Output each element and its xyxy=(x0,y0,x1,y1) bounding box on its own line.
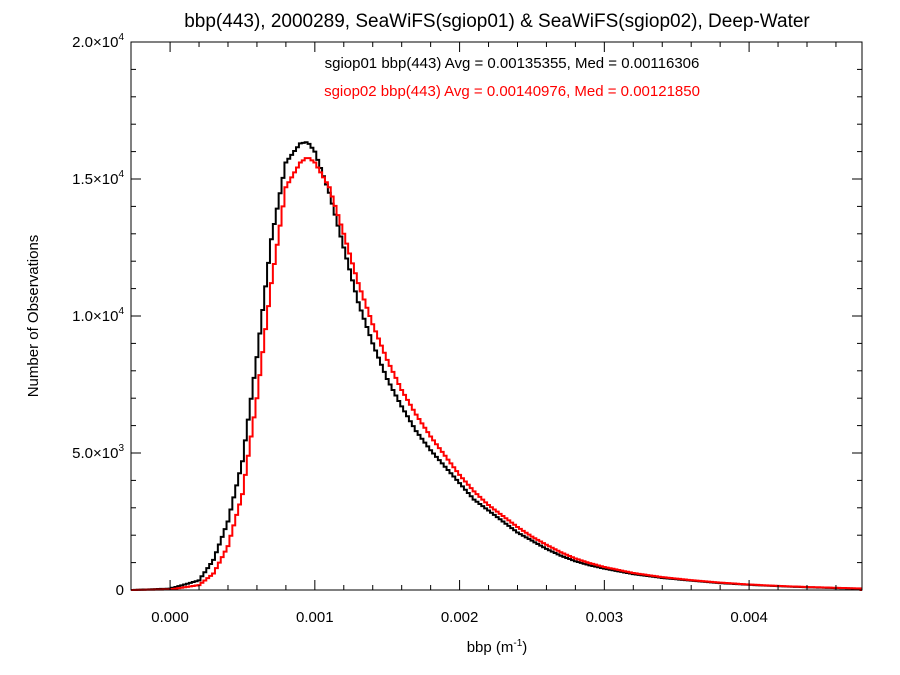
series-line-2 xyxy=(131,157,862,591)
x-tick-label: 0.000 xyxy=(151,609,189,626)
y-tick-label-base: 5.0×10 xyxy=(72,445,118,462)
y-tick-label-base: 2.0×10 xyxy=(72,34,118,51)
y-tick-label-exp: 3 xyxy=(118,443,124,454)
y-tick-label: 0 xyxy=(116,582,124,599)
y-tick-label: 1.5×104 xyxy=(72,169,124,188)
y-tick-label-base: 1.5×10 xyxy=(72,171,118,188)
plot-frame xyxy=(130,41,863,591)
y-tick-label-exp: 4 xyxy=(118,32,124,43)
x-axis-label-tail: ) xyxy=(522,639,527,656)
x-tick-label: 0.002 xyxy=(441,609,479,626)
series-layer xyxy=(131,141,862,591)
y-tick-label-exp: 4 xyxy=(118,306,124,317)
x-tick-labels: 0.000 0.001 0.002 0.003 0.004 xyxy=(151,609,768,626)
y-tick-label: 1.0×104 xyxy=(72,306,124,325)
chart-title: bbp(443), 2000289, SeaWiFS(sgiop01) & Se… xyxy=(184,11,810,32)
x-tick-label: 0.004 xyxy=(730,609,768,626)
y-tick-label-base: 0 xyxy=(116,582,124,599)
series-line-1 xyxy=(131,141,862,591)
x-axis-label: bbp (m-1) xyxy=(467,638,528,656)
ticks-layer xyxy=(131,41,862,591)
legend-entry-sgiop02: sgiop02 bbp(443) Avg = 0.00140976, Med =… xyxy=(324,83,700,100)
x-axis-label-base: bbp (m xyxy=(467,639,514,656)
y-tick-label-exp: 4 xyxy=(118,169,124,180)
legend-entry-sgiop01: sgiop01 bbp(443) Avg = 0.00135355, Med =… xyxy=(325,55,700,72)
y-tick-label: 2.0×104 xyxy=(72,32,124,51)
y-axis-label: Number of Observations xyxy=(25,235,42,398)
x-tick-label: 0.001 xyxy=(296,609,334,626)
y-tick-label: 5.0×103 xyxy=(72,443,124,462)
x-axis-label-sup: -1 xyxy=(513,638,522,649)
y-tick-label-base: 1.0×10 xyxy=(72,308,118,325)
x-tick-label: 0.003 xyxy=(586,609,624,626)
